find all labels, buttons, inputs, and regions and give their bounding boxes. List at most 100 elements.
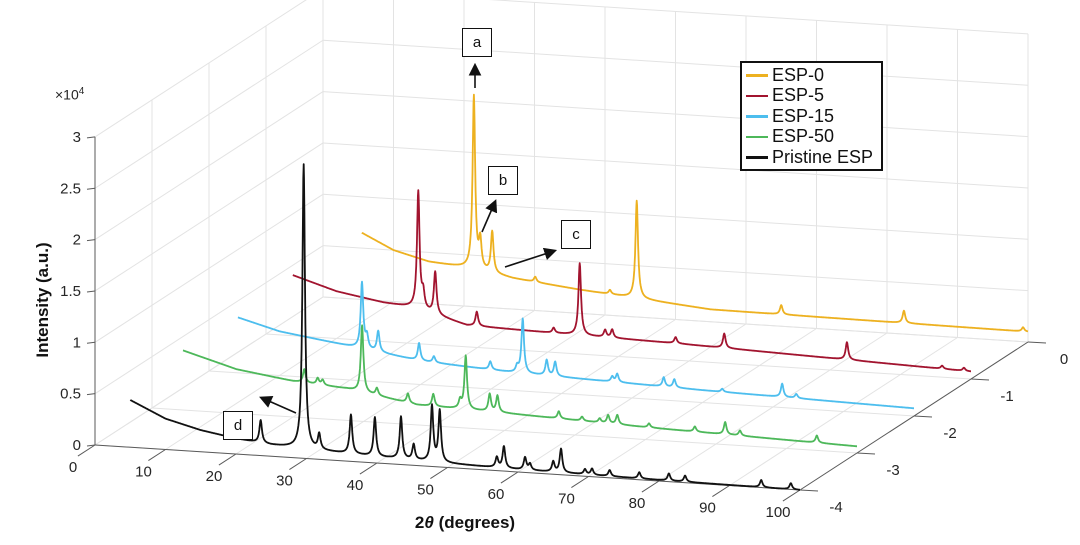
x-tick-label: 40 <box>347 477 364 494</box>
x-tick <box>641 480 660 493</box>
z-tick-label: 3 <box>73 129 81 146</box>
z-tick <box>86 444 96 447</box>
y-tick-label: -1 <box>1000 388 1013 405</box>
floor-gridline <box>208 370 915 417</box>
sidewall-gridline <box>94 0 307 138</box>
x-tick-label: 70 <box>558 491 575 508</box>
traces <box>129 93 1029 491</box>
x-tick-label: 90 <box>699 500 716 517</box>
z-exponent-power: 4 <box>78 86 85 97</box>
y-tick-label: -2 <box>943 425 956 442</box>
legend-swatch <box>746 94 768 97</box>
sidewall-gridline <box>94 142 324 292</box>
z-tick <box>86 290 96 293</box>
backwall-gridline <box>489 0 1029 35</box>
y-tick <box>1027 341 1047 344</box>
floor-gridline <box>151 407 858 454</box>
x-tick <box>430 467 448 480</box>
annotation-box-c: c <box>561 220 591 249</box>
backwall-gridline <box>322 245 1029 292</box>
x-tick <box>218 453 237 466</box>
x-tick-label: 50 <box>417 482 434 499</box>
legend-item: ESP-50 <box>746 126 881 148</box>
z-tick <box>86 136 96 139</box>
y-tick <box>856 452 876 455</box>
z-tick <box>86 239 96 242</box>
z-tick-label: 1 <box>73 334 81 351</box>
z-tick-label: 1.5 <box>60 283 81 300</box>
series-line-esp-50 <box>182 324 858 448</box>
z-exponent-base: ×10 <box>55 86 79 103</box>
backwall-gridline <box>322 39 1029 86</box>
legend-swatch <box>746 156 768 159</box>
x-tick <box>359 462 378 475</box>
legend-label: ESP-5 <box>772 85 825 106</box>
arrow-c-icon <box>504 247 558 268</box>
legend-swatch <box>746 74 768 77</box>
x-tick <box>77 444 96 457</box>
sidewall-gridline <box>94 245 324 395</box>
series-line-pristine-esp <box>129 163 801 491</box>
z-exponent-label: ×104 <box>55 86 84 103</box>
series-line-esp-0 <box>361 93 1029 333</box>
sidewall-gridline <box>94 193 324 343</box>
floor-gridline <box>265 333 972 380</box>
x-axis-label-symbol: θ <box>424 513 434 532</box>
z-tick-label: 2 <box>73 232 81 249</box>
x-tick <box>712 485 730 498</box>
legend-swatch <box>746 135 768 138</box>
x-tick-label: 80 <box>629 495 646 512</box>
legend-label: ESP-50 <box>772 126 835 147</box>
y-tick <box>799 489 819 492</box>
x-axis-label-prefix: 2 <box>414 513 425 532</box>
legend-label: Pristine ESP <box>772 146 874 167</box>
legend-item: ESP-0 <box>746 65 881 86</box>
y-tick-label: 0 <box>1060 351 1068 368</box>
x-tick <box>148 449 166 462</box>
tick-labels: 00.511.522.530 10 20 30 40 50 60 70 80 90 1000-1-2… <box>60 129 1068 521</box>
x-tick-label: 30 <box>276 473 293 490</box>
z-tick-label: 0 <box>73 437 81 454</box>
y-tick-label: -4 <box>829 499 842 516</box>
legend-label: ESP-0 <box>772 64 825 85</box>
z-axis-label: Intensity (a.u.) <box>33 242 52 358</box>
series-line-esp-15 <box>237 280 915 410</box>
x-tick <box>571 476 589 489</box>
legend-swatch <box>746 115 768 118</box>
x-tick-label: 100 <box>765 504 790 521</box>
legend: ESP-0 ESP-5 ESP-15 ESP-50 Pristine ESP <box>740 61 883 171</box>
backwall-gridline <box>322 142 1029 189</box>
x-tick <box>782 489 801 502</box>
sidewall-gridline <box>94 91 324 241</box>
sidewall-gridline <box>94 39 324 189</box>
backwall-gridline <box>322 91 1029 138</box>
legend-item: Pristine ESP <box>746 147 881 168</box>
backwall-gridline <box>322 296 1029 343</box>
x-axis-label: 2θ (degrees) <box>390 513 540 533</box>
axes <box>77 136 1047 502</box>
z-tick <box>86 187 96 190</box>
y-tick-label: -3 <box>886 462 899 479</box>
x-tick-label: 20 <box>206 468 223 485</box>
z-tick-label: 0.5 <box>60 386 81 403</box>
x-tick-label: 10 <box>135 464 152 481</box>
arrow-d-icon <box>259 396 297 414</box>
annotation-box-a: a <box>462 28 492 57</box>
x-axis-label-suffix: (degrees) <box>433 513 516 532</box>
legend-item: ESP-15 <box>746 106 881 127</box>
z-tick <box>86 341 96 344</box>
legend-item: ESP-5 <box>746 85 881 107</box>
legend-label: ESP-15 <box>772 105 835 126</box>
y-tick <box>913 415 933 418</box>
annotation-arrows <box>259 62 558 414</box>
series-line-esp-5 <box>292 189 972 373</box>
backwall-gridline <box>322 193 1029 240</box>
annotation-box-b: b <box>488 166 518 195</box>
x-tick <box>500 471 519 484</box>
x-tick-label: 60 <box>488 486 505 503</box>
sidewall-gridline <box>94 296 324 446</box>
z-tick <box>86 393 96 396</box>
x-tick-label: 0 <box>69 459 77 476</box>
arrow-b-icon <box>481 199 498 233</box>
